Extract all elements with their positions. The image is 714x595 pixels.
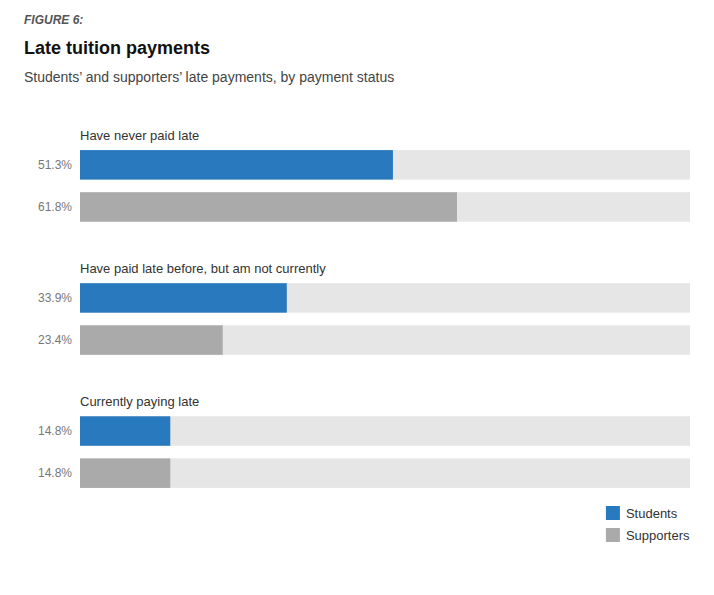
plot-area: [80, 150, 690, 488]
header: FIGURE 6: Late tuition payments Students’ …: [24, 13, 394, 85]
bar: [80, 192, 457, 221]
legend-label: Students: [626, 506, 678, 521]
data-label: 51.3%: [38, 158, 72, 172]
category-label: Have never paid late: [80, 128, 199, 143]
subtitle: Students’ and supporters’ late payments,…: [24, 69, 394, 85]
bar: [80, 458, 170, 487]
data-label: 33.9%: [38, 291, 72, 305]
legend-item: Supporters: [606, 528, 690, 543]
bar-track: [80, 416, 690, 445]
bar-track: [80, 283, 690, 312]
legend-swatch: [606, 506, 620, 520]
bar: [80, 283, 287, 312]
legend-label: Supporters: [626, 528, 690, 543]
data-label: 23.4%: [38, 333, 72, 347]
title: Late tuition payments: [24, 38, 210, 58]
bar: [80, 325, 223, 354]
category-label: Currently paying late: [80, 394, 199, 409]
bar-track: [80, 325, 690, 354]
annotation: FIGURE 6:: [24, 13, 83, 27]
chart: FIGURE 6: Late tuition payments Students’ …: [0, 0, 714, 595]
data-label: 14.8%: [38, 424, 72, 438]
bar-track: [80, 458, 690, 487]
data-label: 61.8%: [38, 200, 72, 214]
bar: [80, 416, 170, 445]
bar-track: [80, 192, 690, 221]
legend-swatch: [606, 528, 620, 542]
category-label: Have paid late before, but am not curren…: [80, 261, 326, 276]
legend: Students Supporters: [606, 506, 690, 543]
data-label: 14.8%: [38, 466, 72, 480]
legend-item: Students: [606, 506, 678, 521]
labels: Have never paid late 51.3% 61.8% Have paid …: [38, 128, 326, 480]
bar-track: [80, 150, 690, 179]
bar: [80, 150, 393, 179]
